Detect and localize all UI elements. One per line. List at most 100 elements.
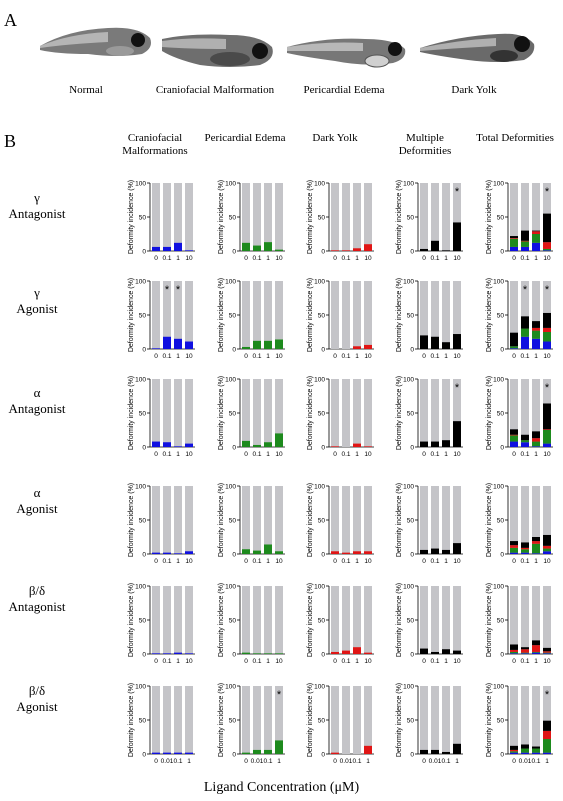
y-axis-label: Deformity incidence (%) [396, 376, 403, 450]
background-bar [174, 586, 182, 654]
y-tick-label: 100 [135, 484, 146, 491]
craniofacial-bar [174, 553, 182, 554]
background-bar [521, 586, 529, 654]
x-tick-label: 10 [275, 658, 283, 665]
x-tick-label: 1 [545, 758, 549, 765]
y-axis-label: Deformity incidence (%) [128, 683, 135, 757]
background-bar [174, 486, 182, 554]
y-tick-label: 0 [321, 652, 325, 659]
row-header-line: Antagonist [8, 401, 66, 416]
dark_yolk-bar [364, 745, 372, 754]
row-header-line: β/δ [28, 683, 46, 698]
x-tick-label: 0 [333, 758, 337, 765]
craniofacial-stack-segment [543, 443, 551, 447]
y-tick-label: 100 [135, 279, 146, 286]
craniofacial-stack-segment [543, 752, 551, 754]
y-tick-label: 50 [229, 215, 237, 222]
craniofacial-bar [185, 752, 193, 754]
x-tick-label: 0.01 [429, 758, 442, 765]
multiple-bar [431, 651, 439, 654]
pericardial-bar [242, 549, 250, 554]
x-tick-label: 0 [154, 558, 158, 565]
y-tick-label: 0 [232, 445, 236, 452]
background-bar [521, 486, 529, 554]
background-bar [331, 183, 339, 251]
multiple-stack-segment [510, 745, 518, 750]
background-bar [364, 686, 372, 754]
pericardial-stack-segment [532, 441, 540, 447]
craniofacial-bar [174, 652, 182, 654]
craniofacial-stack-segment [510, 348, 518, 349]
y-tick-label: 0 [500, 347, 504, 354]
y-tick-label: 100 [314, 484, 325, 491]
multiple-bar [453, 334, 461, 349]
x-tick-label: 0.1 [341, 353, 350, 360]
y-axis-label: Deformity incidence (%) [128, 583, 135, 657]
y-axis-label: Deformity incidence (%) [486, 180, 493, 254]
background-bar [342, 586, 350, 654]
background-bar [532, 183, 540, 251]
x-tick-label: 0.1 [430, 255, 439, 262]
pericardial-stack-segment [521, 440, 529, 443]
dark_yolk-stack-segment [532, 327, 540, 331]
y-tick-label: 50 [139, 215, 147, 222]
multiple-stack-segment [543, 720, 551, 731]
craniofacial-stack-segment [543, 653, 551, 654]
craniofacial-stack-segment [543, 250, 551, 251]
x-tick-label: 0.1 [341, 255, 350, 262]
craniofacial-bar [174, 338, 182, 349]
y-tick-label: 100 [403, 484, 414, 491]
pericardial-bar [242, 652, 250, 654]
y-tick-label: 100 [314, 684, 325, 691]
background-bar [510, 379, 518, 447]
pericardial-stack-segment [510, 651, 518, 654]
pericardial-bar [253, 653, 261, 654]
multiple-bar [453, 222, 461, 251]
y-axis-label: Deformity incidence (%) [307, 180, 314, 254]
background-bar [275, 281, 283, 349]
x-tick-label: 1 [355, 558, 359, 565]
y-tick-label: 100 [225, 181, 236, 188]
craniofacial-stack-segment [521, 552, 529, 554]
multiple-stack-segment [543, 312, 551, 328]
y-tick-label: 100 [493, 484, 504, 491]
x-tick-label: 10 [275, 255, 283, 262]
x-tick-label: 0.1 [252, 558, 261, 565]
significance-marker: * [545, 186, 550, 198]
fish-label-dark-yolk: Dark Yolk [451, 84, 497, 96]
x-tick-label: 0.01 [519, 758, 532, 765]
multiple-stack-segment [510, 332, 518, 347]
dark_yolk-stack-segment [521, 649, 529, 653]
background-bar [342, 686, 350, 754]
background-bar [185, 379, 193, 447]
background-bar [253, 686, 261, 754]
y-tick-label: 50 [407, 411, 415, 418]
background-bar [152, 281, 160, 349]
multiple-bar [420, 248, 428, 251]
background-bar [152, 586, 160, 654]
multiple-bar [453, 543, 461, 554]
background-bar [163, 183, 171, 251]
background-bar [275, 586, 283, 654]
background-bar [510, 183, 518, 251]
dark_yolk-stack-segment [510, 749, 518, 752]
pericardial-stack-segment [532, 234, 540, 243]
background-bar [174, 281, 182, 349]
multiple-bar [431, 441, 439, 447]
x-tick-label: 0.1 [520, 353, 529, 360]
x-tick-label: 10 [453, 558, 461, 565]
x-tick-label: 0 [512, 658, 516, 665]
dark_yolk-bar [364, 446, 372, 447]
row-header-line: Antagonist [8, 599, 66, 614]
background-bar [174, 686, 182, 754]
pericardial-bar [275, 653, 283, 654]
background-bar [521, 183, 529, 251]
background-bar [510, 281, 518, 349]
y-tick-label: 0 [321, 249, 325, 256]
x-tick-label: 10 [453, 451, 461, 458]
background-bar [185, 586, 193, 654]
background-bar [152, 686, 160, 754]
dark_yolk-stack-segment [543, 327, 551, 332]
y-axis-label: Deformity incidence (%) [486, 483, 493, 557]
y-tick-label: 50 [229, 411, 237, 418]
